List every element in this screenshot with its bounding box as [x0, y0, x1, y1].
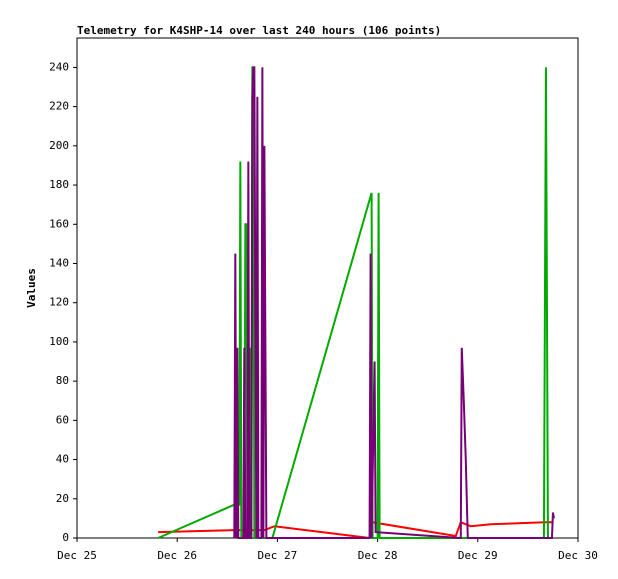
- x-tick-label: Dec 27: [258, 549, 298, 562]
- y-tick-label: 240: [49, 60, 69, 73]
- y-tick-label: 40: [56, 453, 69, 466]
- y-tick-label: 200: [49, 139, 69, 152]
- chart-title: Telemetry for K4SHP-14 over last 240 hou…: [77, 24, 441, 37]
- y-axis-label: Values: [25, 268, 38, 308]
- y-tick-label: 20: [56, 492, 69, 505]
- y-tick-label: 160: [49, 217, 69, 230]
- y-tick-label: 60: [56, 413, 69, 426]
- x-tick-label: Dec 25: [57, 549, 97, 562]
- series-line: [233, 66, 555, 539]
- y-tick-label: 120: [49, 296, 69, 309]
- y-tick-label: 100: [49, 335, 69, 348]
- x-tick-label: Dec 28: [358, 549, 398, 562]
- x-tick-label: Dec 30: [558, 549, 598, 562]
- y-tick-label: 220: [49, 100, 69, 113]
- y-tick-label: 0: [62, 531, 69, 544]
- x-tick-label: Dec 26: [157, 549, 197, 562]
- y-tick-label: 140: [49, 256, 69, 269]
- y-tick-label: 180: [49, 178, 69, 191]
- x-tick-label: Dec 29: [458, 549, 498, 562]
- y-tick-label: 80: [56, 374, 69, 387]
- series-line: [158, 521, 553, 540]
